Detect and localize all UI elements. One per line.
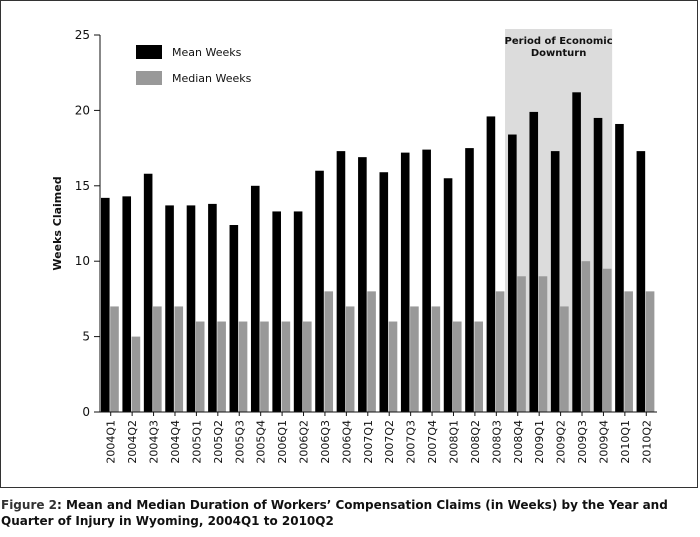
chart-frame: Period of Economic Downturn 0 5 10 15 20 25 Week… bbox=[0, 0, 698, 488]
downturn-label: Period of Economic bbox=[505, 36, 613, 47]
bar-median-weeks bbox=[195, 321, 205, 412]
bar-median-weeks bbox=[217, 321, 226, 412]
bar-mean-weeks bbox=[101, 197, 110, 412]
bar-mean-weeks bbox=[400, 152, 410, 412]
x-tick-label: 2009Q1 bbox=[533, 420, 546, 464]
bar-median-weeks bbox=[345, 306, 355, 412]
bar-median-weeks bbox=[174, 306, 184, 412]
x-tick-label: 2004Q1 bbox=[105, 420, 118, 464]
bar-mean-weeks bbox=[465, 148, 474, 412]
x-tick-label: 2007Q1 bbox=[362, 420, 375, 464]
legend-swatch-mean bbox=[136, 45, 162, 59]
x-tick-label: 2005Q1 bbox=[190, 420, 203, 464]
x-tick-label: 2007Q3 bbox=[405, 420, 418, 464]
x-tick-label: 2006Q2 bbox=[298, 420, 311, 464]
bar-median-weeks bbox=[581, 261, 591, 412]
y-tick-label: 5 bbox=[82, 330, 90, 344]
bar-median-weeks bbox=[452, 321, 462, 412]
x-tick-label: 2007Q2 bbox=[383, 420, 396, 464]
y-tick-label: 25 bbox=[75, 28, 90, 42]
legend-label-median: Median Weeks bbox=[172, 72, 252, 85]
legend-label-mean: Mean Weeks bbox=[172, 46, 242, 59]
bar-mean-weeks bbox=[143, 173, 153, 412]
y-tick-label: 10 bbox=[75, 254, 90, 268]
figure-caption: Figure 2: Mean and Median Duration of Wo… bbox=[1, 497, 697, 529]
bar-median-weeks bbox=[538, 276, 548, 412]
bar-median-weeks bbox=[431, 306, 441, 412]
x-tick-label: 2008Q3 bbox=[490, 420, 503, 464]
bar-mean-weeks bbox=[229, 225, 239, 412]
bar-median-weeks bbox=[624, 291, 633, 412]
bar-mean-weeks bbox=[486, 116, 496, 412]
bar-mean-weeks bbox=[529, 111, 539, 413]
bar-mean-weeks bbox=[443, 178, 453, 412]
x-tick-label: 2006Q3 bbox=[319, 420, 332, 464]
x-tick-label: 2009Q2 bbox=[555, 420, 568, 464]
x-tick-label: 2004Q3 bbox=[148, 420, 161, 464]
bar-mean-weeks bbox=[358, 157, 367, 412]
bar-mean-weeks bbox=[208, 203, 217, 412]
x-tick-label: 2006Q4 bbox=[340, 420, 353, 464]
bar-median-weeks bbox=[260, 321, 269, 412]
bar-mean-weeks bbox=[250, 185, 260, 412]
bar-median-weeks bbox=[645, 291, 655, 412]
bar-mean-weeks bbox=[593, 117, 603, 412]
y-tick-label: 15 bbox=[75, 179, 90, 193]
x-tick-label: 2010Q2 bbox=[640, 420, 653, 464]
bar-mean-weeks bbox=[615, 123, 624, 413]
x-tick-label: 2004Q4 bbox=[169, 420, 182, 464]
x-tick-label: 2009Q3 bbox=[576, 420, 589, 464]
x-tick-label: 2010Q1 bbox=[619, 420, 632, 464]
bar-median-weeks bbox=[324, 291, 334, 412]
bar-median-weeks bbox=[517, 276, 526, 412]
bar-mean-weeks bbox=[508, 134, 517, 412]
x-tick-label: 2008Q4 bbox=[512, 420, 525, 464]
bar-mean-weeks bbox=[336, 151, 346, 412]
y-tick-label: 0 bbox=[82, 405, 90, 419]
x-tick-label: 2005Q2 bbox=[212, 420, 225, 464]
x-tick-label: 2004Q2 bbox=[126, 420, 139, 464]
bar-mean-weeks bbox=[636, 151, 646, 412]
x-tick-label: 2008Q1 bbox=[447, 420, 460, 464]
bar-median-weeks bbox=[367, 291, 376, 412]
bar-mean-weeks bbox=[572, 92, 581, 412]
legend-swatch-median bbox=[136, 71, 162, 85]
bar-median-weeks bbox=[281, 321, 291, 412]
bar-mean-weeks bbox=[122, 196, 132, 412]
bar-mean-weeks bbox=[272, 211, 281, 412]
bar-mean-weeks bbox=[315, 170, 324, 412]
bar-mean-weeks bbox=[422, 149, 431, 412]
bar-mean-weeks bbox=[550, 151, 560, 412]
bar-median-weeks bbox=[474, 321, 483, 412]
x-tick-label: 2005Q3 bbox=[233, 420, 246, 464]
bar-mean-weeks bbox=[293, 211, 303, 412]
x-tick-label: 2005Q4 bbox=[255, 420, 268, 464]
caption-text: : Mean and Median Duration of Workers’ C… bbox=[1, 498, 668, 528]
bar-median-weeks bbox=[238, 321, 248, 412]
bar-median-weeks bbox=[495, 291, 505, 412]
x-tick-label: 2006Q1 bbox=[276, 420, 289, 464]
y-axis-title: Weeks Claimed bbox=[51, 176, 64, 270]
bar-median-weeks bbox=[410, 306, 419, 412]
bar-median-weeks bbox=[153, 306, 162, 412]
x-tick-label: 2009Q4 bbox=[597, 420, 610, 464]
bar-mean-weeks bbox=[165, 205, 174, 412]
figure-label: Figure 2 bbox=[1, 498, 58, 512]
x-tick-label: 2008Q2 bbox=[469, 420, 482, 464]
bar-median-weeks bbox=[131, 336, 141, 412]
bar-median-weeks bbox=[602, 268, 612, 412]
bar-median-weeks bbox=[110, 306, 119, 412]
bar-mean-weeks bbox=[379, 172, 389, 412]
bar-median-weeks bbox=[388, 321, 398, 412]
x-tick-label: 2007Q4 bbox=[426, 420, 439, 464]
y-tick-label: 20 bbox=[75, 103, 90, 117]
bar-mean-weeks bbox=[186, 205, 196, 412]
bar-median-weeks bbox=[560, 306, 569, 412]
downturn-label: Downturn bbox=[531, 48, 586, 59]
bar-median-weeks bbox=[303, 321, 312, 412]
